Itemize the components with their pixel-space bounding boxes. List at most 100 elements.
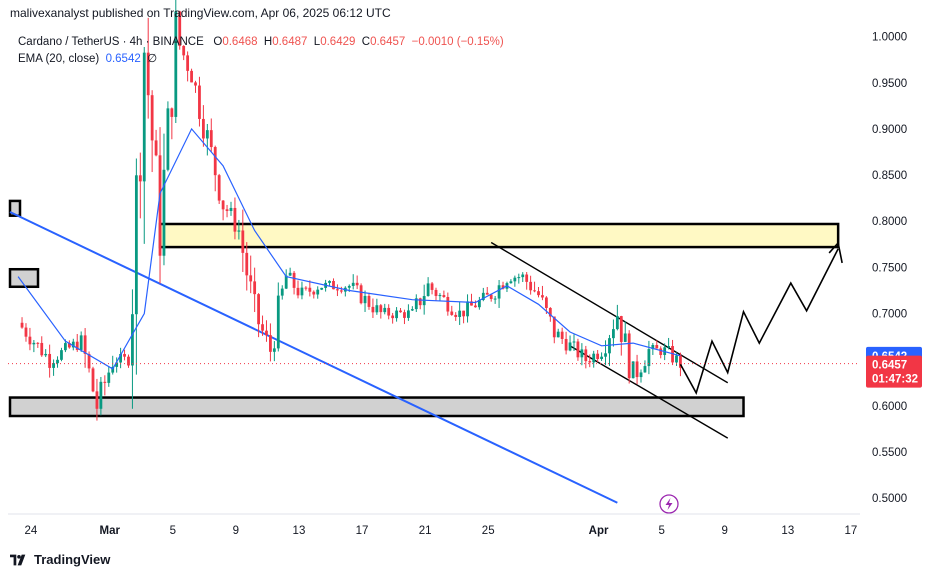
candle bbox=[229, 201, 233, 216]
tradingview-logo-icon bbox=[10, 554, 26, 565]
candle bbox=[387, 304, 391, 320]
candle bbox=[209, 118, 213, 152]
y-tick-label: 0.5500 bbox=[872, 447, 907, 459]
candle bbox=[166, 101, 170, 172]
ema-label: EMA (20, close) bbox=[18, 53, 100, 65]
candle bbox=[497, 279, 501, 308]
candle bbox=[67, 340, 71, 349]
candle bbox=[316, 286, 320, 299]
candle bbox=[395, 307, 398, 322]
candle bbox=[154, 129, 158, 157]
candle bbox=[253, 267, 257, 313]
candle bbox=[48, 344, 52, 378]
candle bbox=[430, 281, 434, 295]
lightning-icon[interactable] bbox=[659, 494, 679, 514]
candle bbox=[604, 340, 607, 365]
candle bbox=[296, 280, 300, 299]
candle bbox=[265, 320, 268, 342]
candle bbox=[127, 354, 130, 368]
candle bbox=[446, 292, 450, 316]
candle bbox=[351, 274, 355, 290]
close-label: C bbox=[361, 36, 371, 48]
candle bbox=[485, 286, 489, 295]
x-tick-label: 13 bbox=[293, 525, 306, 537]
candle bbox=[95, 378, 99, 421]
candle bbox=[225, 204, 229, 218]
candle bbox=[304, 286, 308, 291]
candle bbox=[521, 272, 525, 283]
y-tick-label: 0.7500 bbox=[872, 262, 907, 274]
candle bbox=[493, 296, 497, 304]
candle bbox=[213, 145, 217, 192]
axis-layer: 1.0000 0.9500 0.9000 0.8500 0.8000 0.7500 0.70… bbox=[8, 32, 922, 537]
projection-path bbox=[679, 248, 839, 395]
candle bbox=[434, 287, 438, 301]
candle bbox=[134, 158, 138, 375]
candle bbox=[403, 309, 406, 325]
footer-brand[interactable]: TradingView bbox=[10, 552, 110, 567]
y-tick-label: 0.5000 bbox=[872, 493, 907, 505]
last-price-badge-text: 0.6457 bbox=[872, 360, 907, 372]
candle bbox=[647, 340, 651, 375]
x-tick-label: 9 bbox=[722, 525, 728, 537]
candle bbox=[600, 352, 603, 361]
y-tick-label: 0.6000 bbox=[872, 401, 907, 413]
candle bbox=[221, 200, 225, 221]
candle bbox=[489, 293, 493, 302]
candle bbox=[123, 349, 126, 361]
candle bbox=[52, 359, 55, 376]
candle bbox=[339, 286, 343, 294]
candle bbox=[91, 366, 95, 393]
y-tick-label: 1.0000 bbox=[872, 32, 907, 44]
candle bbox=[75, 333, 79, 352]
candle bbox=[71, 338, 75, 351]
x-tick-label: 13 bbox=[781, 525, 794, 537]
candle bbox=[158, 127, 162, 284]
candle bbox=[115, 357, 119, 373]
candle bbox=[146, 17, 150, 119]
ema-value: 0.6542 bbox=[105, 53, 141, 65]
candle bbox=[174, 0, 178, 123]
y-tick-label: 0.8500 bbox=[872, 170, 907, 182]
candle bbox=[233, 197, 237, 240]
ema-line bbox=[17, 127, 681, 370]
zone-small-mid bbox=[8, 267, 40, 289]
candle bbox=[312, 290, 316, 299]
trendline-channel-bottom bbox=[569, 345, 729, 439]
candle bbox=[201, 105, 205, 147]
candle bbox=[391, 312, 395, 324]
candle bbox=[119, 347, 123, 369]
low-value: 0.6429 bbox=[320, 36, 356, 48]
candle bbox=[328, 280, 331, 286]
trendline-blue-downtrend bbox=[9, 211, 618, 504]
x-tick-label: Mar bbox=[99, 525, 120, 537]
candle bbox=[276, 282, 280, 352]
candle bbox=[300, 281, 304, 300]
candle bbox=[269, 323, 272, 362]
candle bbox=[24, 323, 28, 342]
zone-resistance bbox=[158, 222, 840, 249]
candle bbox=[533, 281, 536, 293]
x-tick-label: 5 bbox=[170, 525, 176, 537]
x-tick-label: 17 bbox=[845, 525, 858, 537]
candle bbox=[60, 347, 63, 362]
candle bbox=[288, 267, 292, 276]
chart-legend: Cardano / TetherUS · 4h · BINANCE O0.646… bbox=[18, 34, 504, 68]
candle bbox=[612, 319, 615, 347]
candle bbox=[190, 68, 193, 83]
candle bbox=[631, 361, 635, 379]
candle bbox=[241, 209, 245, 273]
candle bbox=[568, 335, 572, 352]
candle bbox=[178, 10, 182, 50]
candle bbox=[40, 336, 44, 357]
x-tick-label: 25 bbox=[482, 525, 495, 537]
candle bbox=[272, 341, 276, 362]
candle bbox=[410, 306, 414, 312]
candle bbox=[454, 312, 458, 321]
candle bbox=[592, 350, 596, 368]
y-tick-label: 0.9500 bbox=[872, 78, 907, 90]
candle bbox=[162, 133, 166, 266]
x-tick-label: 17 bbox=[356, 525, 369, 537]
candle bbox=[198, 76, 201, 127]
